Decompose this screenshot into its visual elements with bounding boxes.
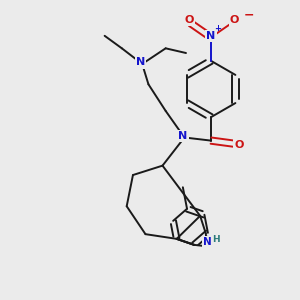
Text: N: N: [178, 131, 188, 141]
Text: O: O: [230, 15, 239, 25]
Text: H: H: [212, 235, 220, 244]
Text: +: +: [214, 24, 221, 33]
Text: N: N: [206, 31, 216, 41]
Text: N: N: [202, 237, 211, 247]
Text: O: O: [235, 140, 244, 150]
Text: N: N: [136, 57, 145, 68]
Text: −: −: [243, 9, 254, 22]
Text: O: O: [184, 15, 194, 25]
